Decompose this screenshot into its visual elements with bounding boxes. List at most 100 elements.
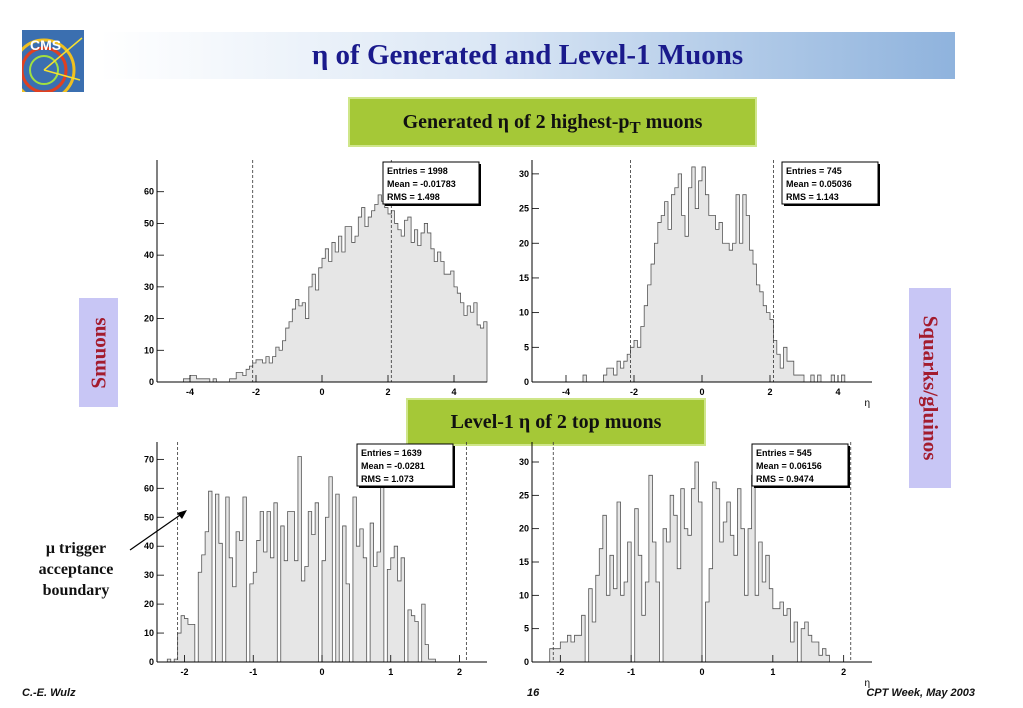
histogram-bin [336, 494, 339, 662]
histogram-bin [668, 229, 671, 382]
histogram-bin [589, 589, 593, 662]
histogram-bin [284, 561, 287, 662]
annotation-line-3: boundary [42, 582, 110, 599]
squarks-label: Squarks/gluinos [918, 315, 943, 461]
histogram-bin [671, 195, 674, 382]
histogram-bin [391, 558, 394, 662]
histogram-bin [769, 589, 773, 662]
x-axis-label: η [864, 398, 870, 408]
histogram-bars [170, 194, 488, 383]
histogram-bin [791, 642, 795, 662]
stats-line: Mean = -0.01783 [387, 179, 456, 189]
y-tick-label: 5 [524, 342, 529, 352]
x-tick-label: -2 [252, 387, 260, 397]
y-tick-label: 10 [519, 590, 529, 600]
x-tick-label: 0 [699, 387, 704, 397]
histogram-bin [760, 292, 763, 382]
histogram-bin [342, 252, 345, 382]
histogram-bin [372, 211, 375, 382]
histogram-bin [688, 535, 692, 662]
histogram-bin [621, 595, 625, 662]
histogram-bin [674, 515, 678, 662]
x-tick-label: 1 [388, 667, 393, 677]
histogram-bin [663, 529, 667, 662]
histogram-bin [811, 375, 814, 382]
histogram-bin [575, 635, 579, 662]
histogram-bin [759, 542, 763, 662]
histogram-bin [308, 511, 311, 662]
histogram-bin [794, 622, 798, 662]
histogram-bin [457, 293, 460, 382]
histogram-bin [733, 243, 736, 382]
y-tick-label: 30 [519, 169, 529, 179]
histogram-bin [550, 649, 554, 662]
histogram-bin [681, 489, 685, 662]
histogram-bin [484, 322, 487, 382]
histogram-bin [705, 195, 708, 382]
histogram-bin [607, 368, 610, 382]
histogram-bin [716, 229, 719, 382]
y-tick-label: 20 [144, 599, 154, 609]
histogram-bin [787, 609, 791, 662]
histogram-bin [325, 249, 328, 382]
histogram-bin [780, 368, 783, 382]
histogram-bin [259, 360, 262, 382]
histogram-bin [438, 252, 441, 382]
histogram-bin [797, 375, 800, 382]
stats-line: Entries = 545 [756, 448, 812, 458]
histogram-bin [343, 526, 346, 662]
histogram-bin [260, 511, 263, 662]
histogram-bin [209, 491, 212, 662]
histogram-bin [301, 581, 304, 662]
histogram-bin [722, 243, 725, 382]
histogram-bin [289, 322, 292, 382]
histogram-bars [166, 456, 487, 663]
histogram-bin [362, 208, 365, 382]
histogram-bin [178, 633, 181, 662]
histogram-bin [706, 602, 710, 662]
histogram-bin [345, 227, 348, 382]
histogram-bin [395, 223, 398, 382]
histogram-bin [380, 483, 383, 662]
stats-line: Mean = 0.05036 [786, 179, 852, 189]
histogram-bin [451, 271, 454, 382]
histogram-bin [656, 582, 660, 662]
histogram-bin [720, 542, 724, 662]
histogram-bin [645, 582, 649, 662]
histogram-bin [444, 274, 447, 382]
histogram-bin [794, 375, 797, 382]
histogram-bin [471, 312, 474, 382]
histogram-bin [801, 629, 805, 662]
histogram-bin [411, 616, 414, 662]
histogram-bin [257, 540, 260, 662]
x-tick-label: 2 [457, 667, 462, 677]
histogram-bin [422, 604, 425, 662]
histogram-bin [571, 642, 575, 662]
y-tick-label: 10 [144, 345, 154, 355]
stats-line: Mean = 0.06156 [756, 461, 822, 471]
histogram-bin [414, 230, 417, 382]
histogram-bin [215, 494, 218, 662]
histogram-bin [627, 354, 630, 382]
histogram-bin [617, 502, 621, 662]
x-axis-label: η [864, 678, 870, 688]
histogram-bin [181, 616, 184, 662]
histogram-bin [750, 250, 753, 382]
histogram-bin [762, 582, 766, 662]
histogram-bin [401, 236, 404, 382]
y-tick-label: 60 [144, 483, 154, 493]
histogram-bin [767, 313, 770, 382]
histogram-bin [637, 347, 640, 382]
y-tick-label: 5 [524, 624, 529, 634]
x-tick-label: -4 [562, 387, 570, 397]
page-title: η of Generated and Level-1 Muons [311, 39, 744, 71]
histogram-bin [578, 635, 582, 662]
histogram-bin [614, 375, 617, 382]
histogram-bin [729, 250, 732, 382]
histogram-bin [229, 558, 232, 662]
histogram-bin [583, 375, 586, 382]
footer-page: 16 [527, 687, 540, 699]
histogram-bin [787, 361, 790, 382]
histogram-bin [273, 357, 276, 382]
histogram-bin [269, 363, 272, 382]
